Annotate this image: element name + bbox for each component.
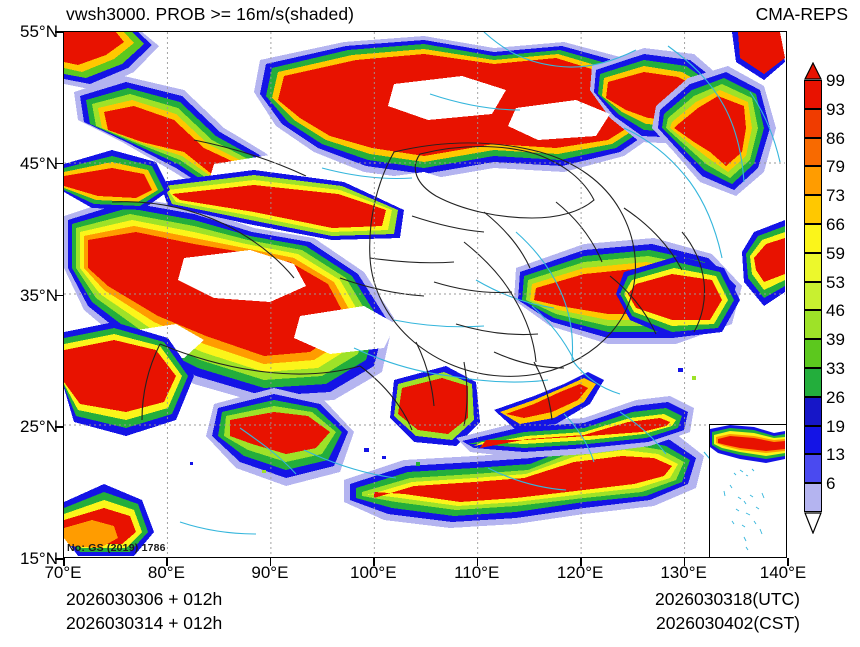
colorbar-tick-label-53: 53	[826, 272, 845, 292]
xtick-label-120e: 120°E	[556, 563, 604, 582]
colorbar-segment-86	[804, 137, 822, 167]
colorbar-tick-label-79: 79	[826, 157, 845, 177]
colorbar-extend-top-arrow	[804, 62, 822, 80]
colorbar-segment-33	[804, 368, 822, 397]
gridlines	[64, 32, 785, 556]
ytick-mark	[55, 558, 64, 560]
colorbar-tick-label-59: 59	[826, 243, 845, 263]
colorbar-segment-46	[804, 310, 822, 340]
colorbar-segment-59	[804, 252, 822, 282]
probability-shading	[64, 32, 785, 556]
map-plot-area[interactable]: No: GS (2019) 1786	[63, 31, 787, 558]
xtick-mark	[787, 558, 789, 566]
footer-init-cst: 2026030314 + 012h	[66, 613, 223, 633]
ytick-label-55n: 55°N	[20, 22, 58, 41]
colorbar-segment-93	[804, 108, 822, 138]
footer-init-utc: 2026030306 + 012h	[66, 589, 223, 609]
ytick-mark	[55, 294, 64, 297]
colorbar-segment-66	[804, 224, 822, 253]
colorbar-tick-label-13: 13	[826, 445, 845, 465]
colorbar-tick-label-66: 66	[826, 215, 845, 234]
colorbar-segment-19	[804, 425, 822, 455]
colorbar-tick-label-6: 6	[826, 474, 836, 494]
xtick-mark	[63, 558, 65, 566]
south-china-sea-inset[interactable]	[709, 424, 786, 557]
inset-field	[710, 425, 785, 557]
coastlines	[179, 32, 781, 535]
colorbar-segment-73	[804, 195, 822, 224]
xtick-mark	[269, 558, 272, 566]
colorbar-segment-99	[804, 80, 822, 109]
ytick-label-45n: 45°N	[20, 154, 58, 173]
ytick-label-35n: 35°N	[20, 285, 58, 305]
xtick-label-90e: 90°E	[251, 563, 289, 582]
xtick-label-70e: 70°E	[44, 563, 82, 582]
colorbar-segment-53	[804, 281, 822, 311]
xtick-label-130e: 130°E	[660, 563, 707, 582]
ytick-label-25n: 25°N	[20, 417, 58, 436]
chart-title: vwsh3000. PROB >= 16m/s(shaded)	[66, 4, 355, 24]
xtick-mark	[580, 558, 582, 566]
country-borders	[111, 139, 706, 431]
xtick-mark	[476, 558, 479, 566]
colorbar-tick-label-86: 86	[826, 128, 845, 148]
ytick-mark	[55, 31, 64, 33]
footer-valid-utc: 2026030318(UTC)	[655, 589, 800, 609]
ytick-mark	[55, 162, 64, 165]
model-label: CMA-REPS	[755, 4, 848, 24]
xtick-mark	[373, 558, 375, 566]
colorbar-tick-label-26: 26	[826, 387, 845, 407]
colorbar-tick-label-99: 99	[826, 71, 845, 90]
xtick-label-80e: 80°E	[147, 563, 185, 582]
footer-valid-cst: 2026030402(CST)	[656, 613, 800, 633]
colorbar-segment-79	[804, 166, 822, 196]
colorbar[interactable]: 99 93 86 79 73 66 59 53 46 39 33 26 19 13 6	[798, 62, 856, 534]
xtick-label-100e: 100°E	[350, 563, 397, 582]
colorbar-tick-label-33: 33	[826, 359, 845, 378]
colorbar-segment-6	[804, 483, 822, 512]
colorbar-tick-label-93: 93	[826, 99, 845, 119]
map-watermark: No: GS (2019) 1786	[67, 542, 166, 554]
ytick-mark	[55, 426, 64, 428]
xtick-mark	[166, 558, 168, 566]
colorbar-segment-39	[804, 339, 822, 368]
colorbar-extend-bottom-arrow	[804, 512, 822, 534]
colorbar-tick-label-19: 19	[826, 416, 845, 436]
colorbar-segment-26	[804, 396, 822, 426]
xtick-mark	[683, 558, 686, 566]
colorbar-segment-13	[804, 454, 822, 484]
colorbar-tick-label-46: 46	[826, 301, 845, 321]
colorbar-tick-label-39: 39	[826, 330, 845, 350]
ytick-label-15n: 15°N	[20, 549, 58, 568]
xtick-label-140e: 140°E	[759, 563, 807, 582]
xtick-label-110e: 110°E	[454, 563, 500, 582]
map-field	[64, 32, 785, 556]
colorbar-tick-label-73: 73	[826, 186, 845, 206]
